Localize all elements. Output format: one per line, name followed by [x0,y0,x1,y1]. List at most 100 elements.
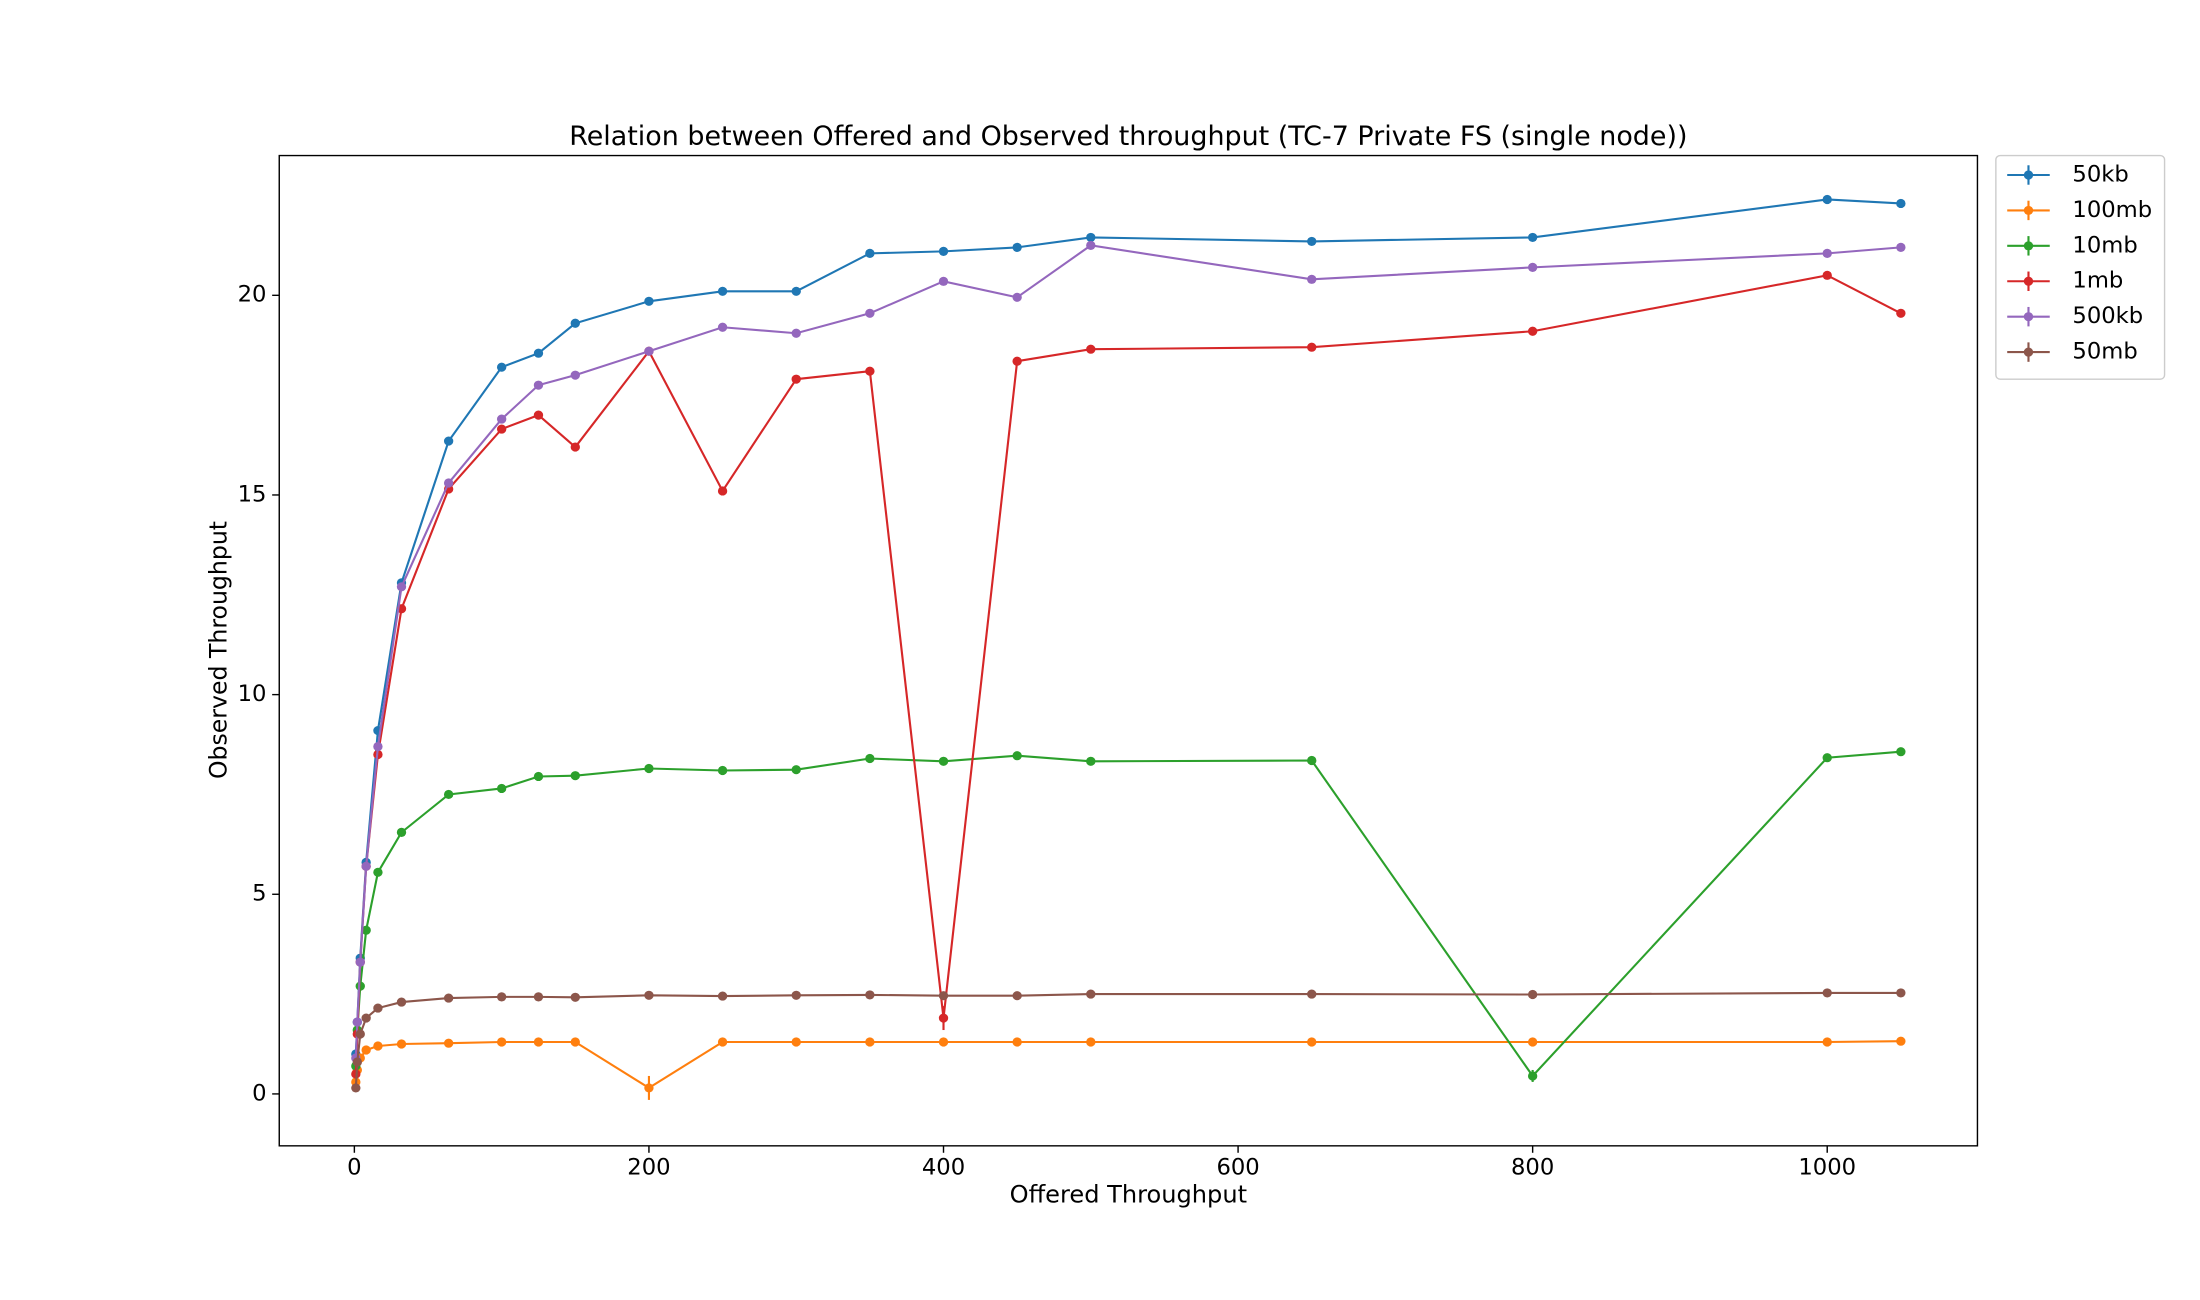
point [1012,242,1022,252]
point [570,370,580,380]
point [352,1057,362,1067]
point [1527,326,1538,336]
point [1307,1037,1317,1047]
point [717,765,728,776]
point [1086,989,1096,999]
point [496,783,507,794]
point [396,827,407,837]
point [717,286,728,296]
point [373,1003,383,1013]
legend-marker [2023,170,2034,180]
y-axis-label: Observed Throughput [204,521,232,779]
series-line [354,1040,1901,1090]
x-axis-label: Offered Throughput [1010,1180,1247,1208]
point [791,286,801,296]
point [361,925,371,935]
point [1896,242,1906,252]
point [717,991,728,1001]
point [1527,989,1538,1000]
point [1822,270,1832,280]
legend-marker [2023,205,2034,215]
y-tick-label: 20 [238,282,267,308]
point [443,478,454,488]
point [717,1037,728,1047]
point [533,348,544,358]
legend-marker [2023,276,2034,286]
point [865,990,875,1000]
point [644,990,654,1000]
legend-marker [2023,312,2034,322]
series-line [354,274,1902,1074]
point [1527,262,1538,272]
x-tick-label: 0 [347,1155,361,1181]
point [396,997,407,1007]
point [1822,753,1832,763]
point [938,1013,949,1023]
point [865,366,875,376]
point [361,1045,371,1055]
legend-label: 500kb [2072,303,2143,329]
point [938,991,949,1001]
point [533,992,544,1002]
point [1896,198,1906,209]
point [644,346,654,356]
point [791,374,801,384]
point [496,362,507,372]
point [938,1037,949,1047]
point [396,1039,407,1049]
point [865,1037,875,1047]
y-tick-label: 0 [252,1081,266,1107]
point [938,756,949,766]
point [717,486,728,496]
point [1086,240,1096,250]
x-tick-label: 1000 [1798,1155,1856,1181]
point [533,380,544,390]
point [1307,755,1317,766]
x-tick-label: 800 [1511,1155,1554,1181]
point [717,322,728,332]
point [533,771,544,782]
point [865,308,875,318]
point [443,993,454,1003]
legend-marker [2023,347,2034,357]
legend-marker [2023,241,2034,251]
point [570,771,580,781]
point [496,424,507,434]
point [1896,988,1906,998]
point [570,1037,580,1047]
point [496,414,507,424]
point [1896,747,1906,757]
legend-label: 1mb [2072,268,2123,294]
point [361,1013,371,1023]
point [570,318,580,328]
point [1896,1036,1906,1046]
point [1527,232,1538,242]
point [1896,308,1906,318]
point [791,328,801,338]
point [1012,356,1022,366]
y-tick-label: 15 [238,482,267,508]
chart-title: Relation between Offered and Observed th… [569,121,1687,152]
point [791,1037,801,1047]
point [791,765,801,775]
point [1086,756,1096,766]
x-tick-label: 400 [922,1155,965,1181]
point [373,1041,383,1051]
point [1086,232,1096,242]
point [1307,274,1317,284]
point [352,1017,362,1027]
point [1822,1037,1832,1047]
point [1822,194,1832,205]
legend-label: 10mb [2072,232,2137,258]
point [570,992,580,1002]
point [1012,991,1022,1001]
point [938,246,949,256]
point [791,990,801,1000]
plot-frame [278,154,1979,1147]
point [1012,751,1022,761]
point [351,1083,361,1093]
y-tick-label: 5 [252,881,266,907]
point [443,436,454,446]
point [443,789,454,800]
